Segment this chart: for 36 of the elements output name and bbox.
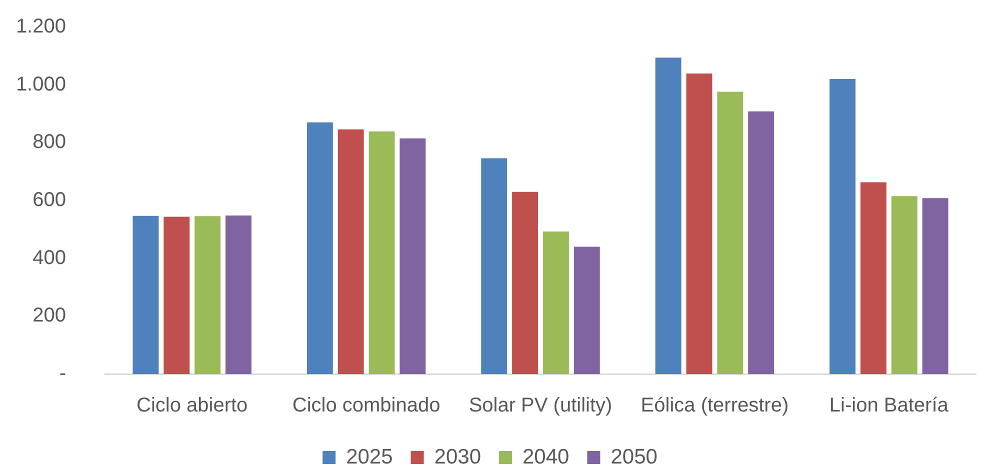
bar [512,192,538,374]
y-tick-label: 200 [32,304,66,327]
bar [164,216,190,374]
bar [748,111,774,374]
legend-label: 2050 [610,445,658,466]
y-tick-label: 1.000 [16,73,66,96]
bar [574,246,600,374]
bar [306,122,333,374]
bar [542,231,569,374]
bar [194,216,221,374]
bar [717,92,744,374]
x-tick-label: Li-ion Batería [829,394,950,417]
bar [860,182,886,374]
legend-label: 2025 [346,445,393,466]
bar [830,79,856,374]
bar [225,216,252,374]
y-tick-label: 600 [32,189,66,212]
y-tick-label: 400 [32,246,66,269]
legend-label: 2040 [522,445,570,466]
x-tick-label: Ciclo combinado [292,394,440,417]
x-tick-label: Eólica (terrestre) [640,394,789,417]
bar [655,58,682,374]
x-tick-label: Solar PV (utility) [468,394,612,417]
bar [686,74,712,374]
bar [132,216,159,374]
bar [481,158,508,374]
bar [922,198,948,374]
bar [891,196,918,374]
legend-label: 2030 [434,445,481,466]
x-tick-label: Ciclo abierto [136,394,248,417]
bar [368,131,395,374]
y-tick-label: - [59,362,66,385]
bar [338,129,364,374]
bar [400,138,426,374]
y-tick-label: 800 [32,131,66,154]
y-tick-label: 1.200 [16,16,66,38]
